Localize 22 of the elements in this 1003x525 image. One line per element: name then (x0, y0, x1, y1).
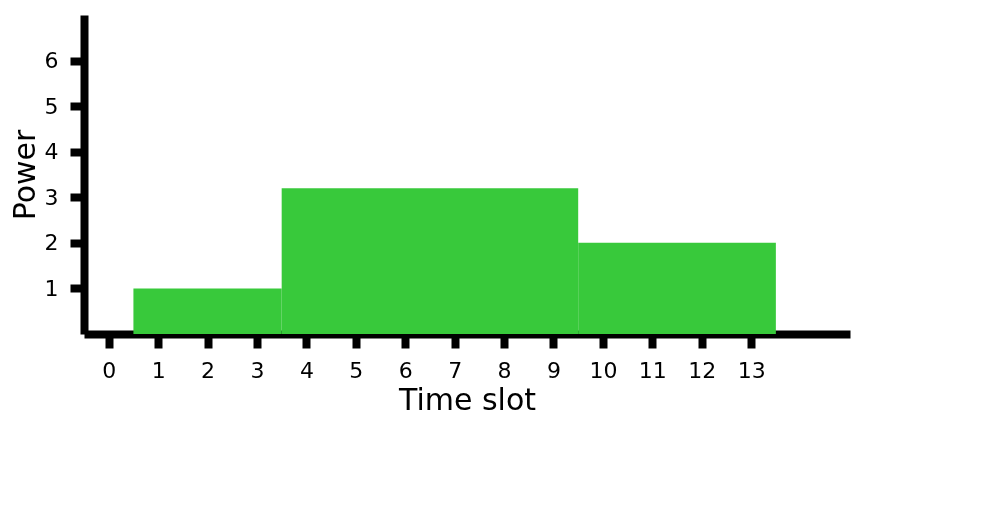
y-axis-title: Power (6, 128, 42, 221)
x-tick-label: 4 (299, 357, 314, 383)
x-tick-label: 12 (688, 357, 717, 383)
x-tick-label: 2 (201, 357, 216, 383)
x-tick-label: 7 (448, 357, 463, 383)
y-tick-label: 1 (44, 275, 59, 301)
x-tick-label: 13 (737, 357, 766, 383)
x-tick-label: 9 (546, 357, 561, 383)
y-tick-label: 6 (44, 48, 59, 74)
x-axis-title: Time slot (397, 381, 537, 417)
x-tick-label: 11 (638, 357, 667, 383)
x-tick-label: 10 (589, 357, 618, 383)
x-tick-label: 0 (102, 357, 117, 383)
x-tick-label: 3 (250, 357, 265, 383)
x-tick-label: 1 (151, 357, 166, 383)
x-tick-label: 5 (349, 357, 364, 383)
y-tick-label: 2 (44, 230, 59, 256)
y-tick-label: 3 (44, 184, 59, 210)
x-tick-label: 8 (497, 357, 512, 383)
x-tick-label: 6 (398, 357, 413, 383)
y-tick-label: 4 (44, 139, 59, 165)
y-tick-label: 5 (44, 93, 59, 119)
